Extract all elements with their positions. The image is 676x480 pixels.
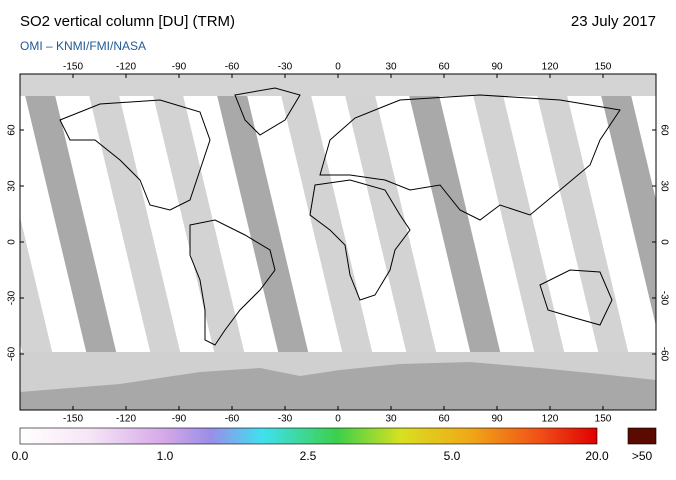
south-america [189, 219, 276, 346]
x-tick-label: 150 [595, 414, 612, 425]
colorbar-labels: 0.0 1.0 2.5 5.0 20.0 >50 [12, 449, 653, 463]
y-tick-label: -30 [7, 290, 18, 305]
x-tick-label: 60 [438, 62, 450, 73]
colorbar-overflow [627, 427, 657, 445]
australia [539, 269, 613, 326]
x-tick-label: -90 [172, 414, 187, 425]
y-tick-label: 0 [7, 239, 18, 245]
x-tick-label: -90 [172, 62, 187, 73]
y-tick-label: -60 [658, 347, 669, 362]
y-tick-label: 60 [658, 124, 669, 136]
orbit-gap [404, 74, 514, 410]
y-tick-label: -30 [658, 291, 669, 306]
y-tick-label: 60 [7, 124, 18, 136]
x-tick-label: -150 [63, 414, 83, 425]
date: 23 July 2017 [571, 13, 656, 30]
x-tick-label: 0 [335, 62, 341, 73]
africa [309, 179, 411, 301]
greenland [234, 87, 301, 136]
colorbar-label: 1.0 [157, 449, 174, 463]
colorbar [19, 427, 598, 445]
x-tick-label: 30 [385, 62, 397, 73]
y-tick-label: 0 [658, 239, 669, 245]
polar-night [20, 74, 656, 96]
source: OMI – KNMI/FMI/NASA [20, 39, 146, 53]
x-tick-label: -120 [116, 414, 136, 425]
orbit-gap [532, 74, 642, 410]
orbit-gap [468, 74, 578, 410]
x-tick-label: -150 [63, 62, 83, 73]
colorbar-label: 5.0 [444, 449, 461, 463]
orbit-gap [0, 74, 2, 410]
colorbar-label: 20.0 [585, 449, 609, 463]
y-tick-label: 30 [7, 180, 18, 192]
x-tick-label: 0 [335, 414, 341, 425]
y-tick-label: -60 [7, 346, 18, 361]
eurasia [319, 94, 621, 221]
x-tick-label: 150 [595, 62, 612, 73]
axes: -150 -150 -120 -120 -90 -90 -60 -60 -30 -30 0 0 30 30… [7, 62, 670, 425]
orbit-gap [276, 74, 386, 410]
orbit-gap [20, 74, 130, 410]
x-tick-label: -30 [278, 62, 293, 73]
x-tick-label: -120 [116, 62, 136, 73]
x-tick-label: 60 [438, 414, 450, 425]
colorbar-label: 0.0 [12, 449, 29, 463]
orbit-gap [340, 74, 450, 410]
x-tick-label: -60 [225, 62, 240, 73]
orbit-gaps [0, 74, 656, 410]
x-tick-label: 90 [491, 414, 503, 425]
x-tick-label: -60 [225, 414, 240, 425]
colorbar-label: 2.5 [300, 449, 317, 463]
coastlines [59, 87, 621, 346]
x-tick-label: 30 [385, 414, 397, 425]
x-tick-label: 90 [491, 62, 503, 73]
colorbar-label: >50 [632, 449, 653, 463]
map [0, 74, 656, 410]
orbit-gap [212, 74, 322, 410]
orbit-gap [148, 74, 258, 410]
x-tick-label: 120 [542, 414, 559, 425]
x-tick-label: 120 [542, 62, 559, 73]
y-tick-label: 30 [658, 180, 669, 192]
antarctica [20, 362, 656, 410]
orbit-gap [596, 74, 656, 326]
x-tick-label: -30 [278, 414, 293, 425]
orbit-gap [84, 74, 194, 410]
north-america [59, 99, 211, 211]
title: SO2 vertical column [DU] (TRM) [20, 13, 235, 30]
